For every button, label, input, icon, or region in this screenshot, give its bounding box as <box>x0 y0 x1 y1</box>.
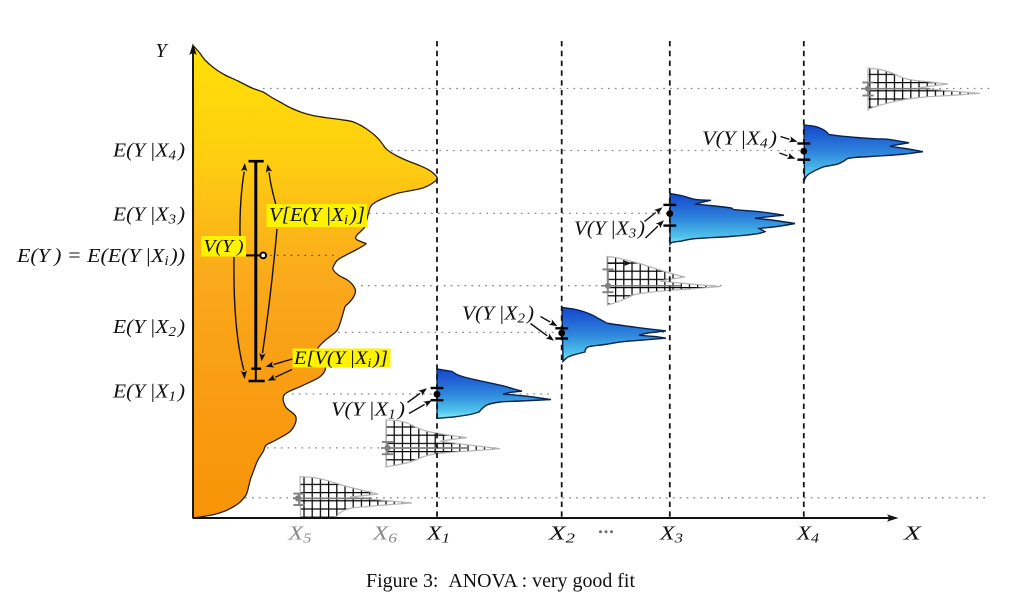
svg-text:Y: Y <box>155 40 168 62</box>
svg-text:Figure 3: ANOVA : very good fi: Figure 3: ANOVA : very good fit <box>366 570 635 592</box>
svg-text:V(Y ): V(Y ) <box>204 236 244 257</box>
svg-text:V[E(Y |Xi )]: V[E(Y |X i )] <box>269 204 365 228</box>
svg-text:E[V(Y |Xi )]: E[V(Y |X i )] <box>293 348 388 370</box>
svg-text:X: X <box>903 523 922 545</box>
svg-text:E(Y ) = E(E(Y |Xi )): E(Y ) = E(E(Y |X i )) <box>16 245 185 269</box>
